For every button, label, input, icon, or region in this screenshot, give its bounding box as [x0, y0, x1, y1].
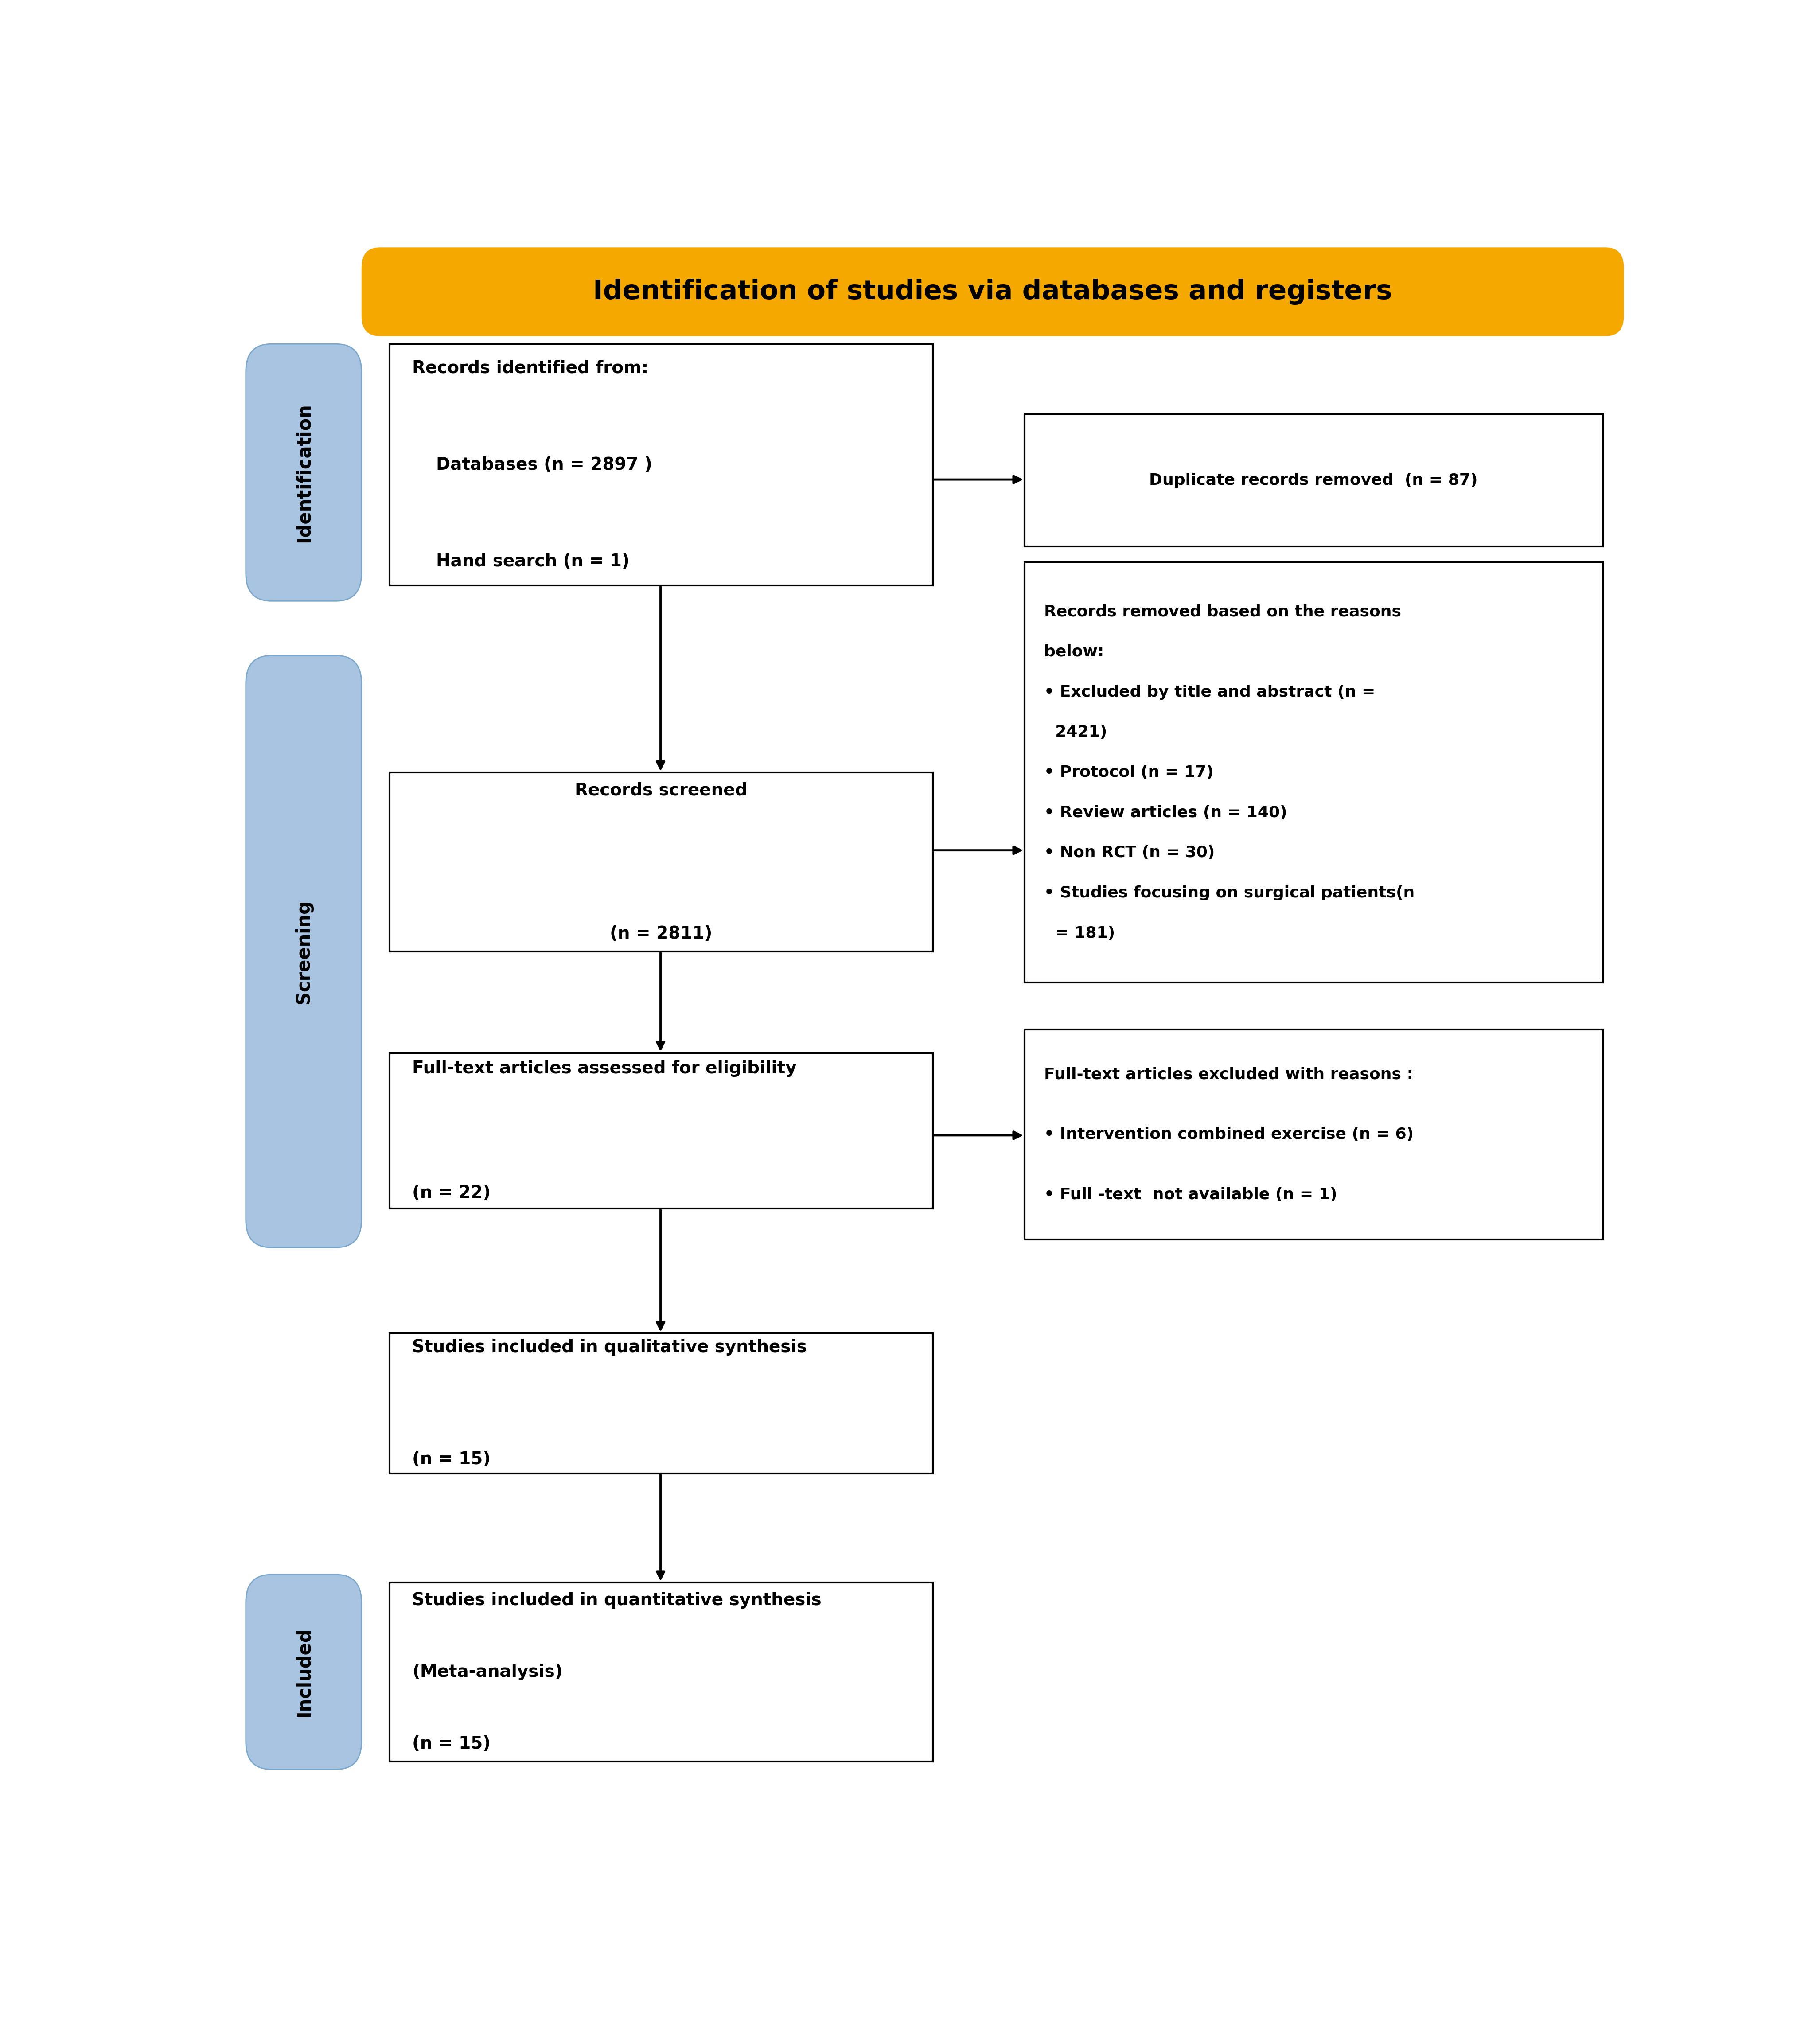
FancyBboxPatch shape: [1025, 1030, 1603, 1240]
Text: (n = 15): (n = 15): [413, 1450, 491, 1469]
FancyBboxPatch shape: [246, 1574, 362, 1770]
Text: below:: below:: [1045, 643, 1105, 659]
FancyBboxPatch shape: [389, 1582, 934, 1762]
Text: Records screened: Records screened: [575, 781, 748, 799]
Text: Included: Included: [295, 1626, 313, 1718]
Text: • Intervention combined exercise (n = 6): • Intervention combined exercise (n = 6): [1045, 1127, 1414, 1143]
FancyBboxPatch shape: [1025, 562, 1603, 983]
Text: Records removed based on the reasons: Records removed based on the reasons: [1045, 605, 1401, 619]
Text: Hand search (n = 1): Hand search (n = 1): [413, 552, 630, 570]
Text: Full-text articles excluded with reasons :: Full-text articles excluded with reasons…: [1045, 1066, 1414, 1082]
FancyBboxPatch shape: [246, 344, 362, 601]
Text: Identification: Identification: [295, 403, 313, 542]
Text: Identification of studies via databases and registers: Identification of studies via databases …: [593, 279, 1392, 305]
Text: (n = 15): (n = 15): [413, 1736, 491, 1752]
FancyBboxPatch shape: [389, 773, 934, 951]
FancyBboxPatch shape: [389, 1052, 934, 1208]
Text: • Excluded by title and abstract (n =: • Excluded by title and abstract (n =: [1045, 684, 1376, 700]
Text: Full-text articles assessed for eligibility: Full-text articles assessed for eligibil…: [413, 1060, 797, 1076]
Text: Studies included in quantitative synthesis: Studies included in quantitative synthes…: [413, 1592, 821, 1608]
Text: • Protocol (n = 17): • Protocol (n = 17): [1045, 765, 1214, 781]
FancyBboxPatch shape: [362, 247, 1623, 336]
Text: (n = 2811): (n = 2811): [610, 925, 712, 943]
Text: Screening: Screening: [295, 900, 313, 1003]
FancyBboxPatch shape: [389, 1333, 934, 1473]
Text: Studies included in qualitative synthesis: Studies included in qualitative synthesi…: [413, 1339, 806, 1355]
FancyBboxPatch shape: [1025, 415, 1603, 546]
Text: 2421): 2421): [1045, 724, 1107, 740]
Text: • Full -text  not available (n = 1): • Full -text not available (n = 1): [1045, 1188, 1338, 1202]
Text: (n = 22): (n = 22): [413, 1185, 491, 1202]
Text: Records identified from:: Records identified from:: [413, 360, 648, 376]
Text: • Non RCT (n = 30): • Non RCT (n = 30): [1045, 846, 1216, 860]
Text: Databases (n = 2897 ): Databases (n = 2897 ): [413, 457, 652, 473]
Text: = 181): = 181): [1045, 927, 1116, 941]
Text: Duplicate records removed  (n = 87): Duplicate records removed (n = 87): [1148, 473, 1478, 488]
FancyBboxPatch shape: [246, 655, 362, 1248]
Text: (Meta-analysis): (Meta-analysis): [413, 1663, 562, 1681]
Text: • Studies focusing on surgical patients(n: • Studies focusing on surgical patients(…: [1045, 886, 1414, 900]
Text: • Review articles (n = 140): • Review articles (n = 140): [1045, 805, 1287, 819]
FancyBboxPatch shape: [389, 344, 934, 585]
